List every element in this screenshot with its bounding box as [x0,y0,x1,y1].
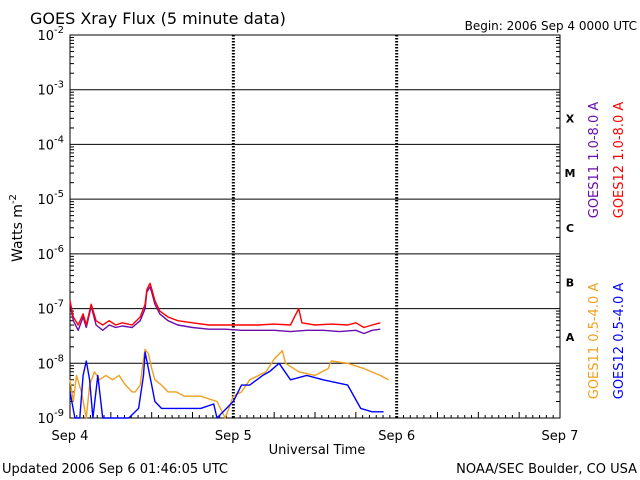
y-tick-label-6: 10-3 [37,80,64,99]
y-axis-label: Watts m-2 [8,194,26,262]
y-tick-exp: -2 [54,25,64,36]
y-tick-exp: -4 [54,134,64,145]
y-tick-exp: -9 [54,408,64,419]
x-tick-labels: Sep 4 Sep 5 Sep 6 Sep 7 [52,429,579,444]
y-tick-base: 10 [37,84,54,99]
y-tick-base: 10 [37,29,54,44]
y-tick-label-5: 10-4 [37,134,64,153]
legend-entry-2: GOES11 0.5-4.0 A [587,283,602,400]
x-axis-label: Universal Time [269,443,366,458]
y-tick-labels: 10-910-810-710-610-510-410-310-2 [37,25,64,427]
y-tick-label-7: 10-2 [37,25,64,44]
flare-class-A: A [566,331,575,344]
legend-entry-0: GOES11 1.0-8.0 A [587,102,602,219]
x-tick-label-3: Sep 7 [542,429,579,444]
y-tick-base: 10 [37,193,54,208]
flare-class-X: X [566,112,575,125]
y-tick-exp: -6 [54,244,64,255]
gridlines [70,35,560,418]
legend: GOES11 1.0-8.0 A GOES12 1.0-8.0 A GOES11 0… [587,102,627,400]
y-tick-label-3: 10-6 [37,244,64,263]
svg-text:Watts m-2: Watts m-2 [8,194,26,262]
x-tick-label-1: Sep 5 [215,429,252,444]
chart-title: GOES Xray Flux (5 minute data) [30,9,286,28]
legend-entry-1: GOES12 1.0-8.0 A [612,102,627,219]
begin-label: Begin: 2006 Sep 4 0000 UTC [465,19,637,33]
series-line-0 [69,286,381,335]
y-tick-base: 10 [37,357,54,372]
y-tick-base: 10 [37,248,54,263]
y-tick-base: 10 [37,303,54,318]
updated-timestamp: Updated 2006 Sep 6 01:46:05 UTC [2,462,228,477]
y-tick-label-2: 10-7 [37,299,64,318]
x-tick-label-0: Sep 4 [52,429,89,444]
x-tick-label-2: Sep 6 [378,429,415,444]
flare-class-M: M [565,167,576,180]
y-tick-base: 10 [37,138,54,153]
credit-label: NOAA/SEC Boulder, CO USA [456,462,637,477]
series-line-1 [69,282,381,329]
flare-class-B: B [566,276,574,289]
flare-class-C: C [566,222,574,235]
y-axis-label-sup: -2 [8,194,19,204]
y-tick-exp: -3 [54,80,64,91]
y-tick-base: 10 [37,412,54,427]
y-tick-label-0: 10-9 [37,408,64,427]
series-lines [69,282,389,419]
y-axis-label-text: Watts m [10,204,26,262]
y-tick-label-4: 10-5 [37,189,64,208]
series-line-3 [69,351,384,419]
legend-entry-3: GOES12 0.5-4.0 A [612,283,627,400]
y-tick-label-1: 10-8 [37,353,64,372]
y-tick-exp: -5 [54,189,64,200]
y-tick-exp: -8 [54,353,64,364]
y-tick-exp: -7 [54,299,64,310]
flare-class-labels: A B C M X [565,112,576,344]
